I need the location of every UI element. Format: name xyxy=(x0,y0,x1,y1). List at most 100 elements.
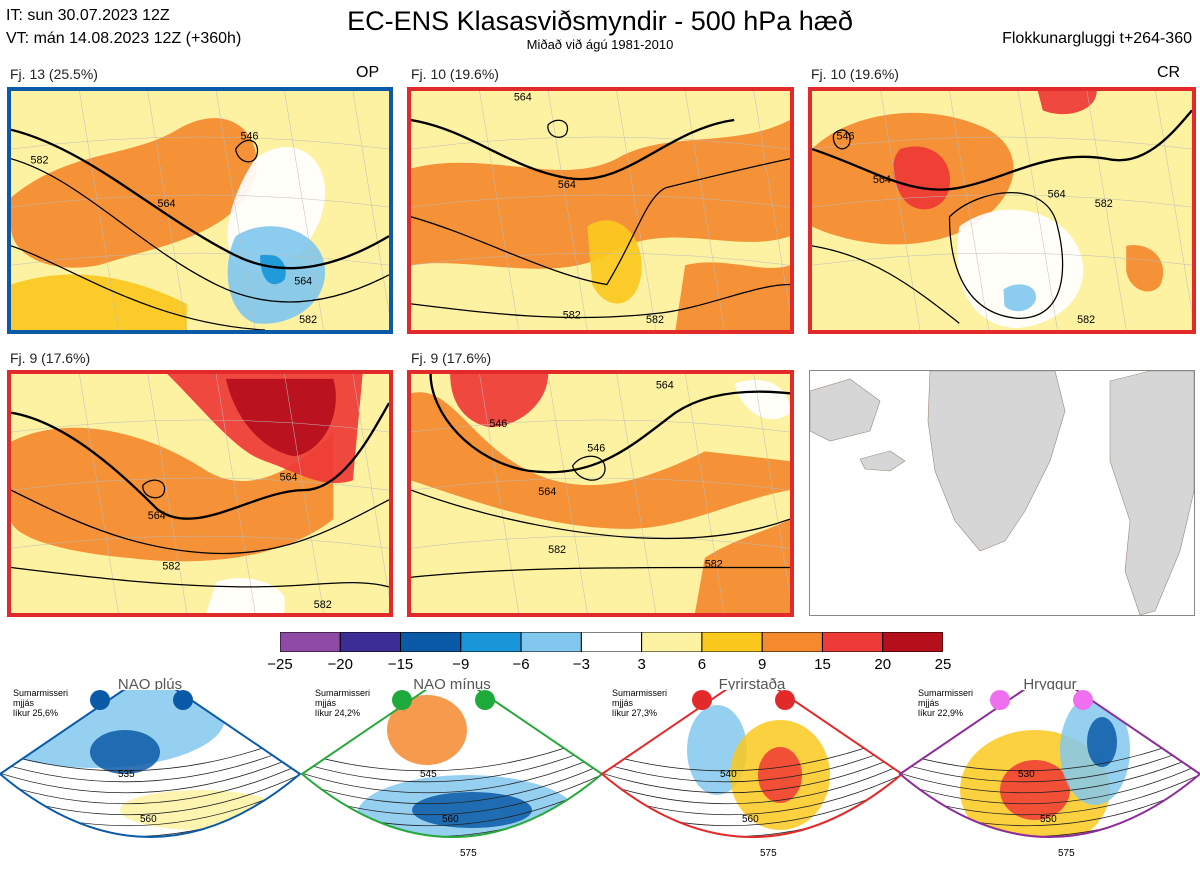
graticule-line xyxy=(753,91,790,314)
regime-field xyxy=(302,672,602,837)
regime-marker xyxy=(692,690,712,710)
contour-label: 582 xyxy=(646,314,664,326)
height-contour xyxy=(11,158,389,303)
graticule-line xyxy=(949,91,989,330)
regime-marker xyxy=(475,690,495,710)
colorbar xyxy=(279,631,944,653)
regime-anomaly xyxy=(412,792,532,828)
graticule-line xyxy=(812,136,1192,150)
canada-land xyxy=(810,378,881,442)
contour-label: 582 xyxy=(1095,198,1113,210)
contour-label: 582 xyxy=(314,599,332,611)
colorbar-swatch xyxy=(520,631,582,653)
graticule-line xyxy=(812,194,1192,208)
initial-time: IT: sun 30.07.2023 12Z xyxy=(6,7,170,24)
regime-1-info: Sumarmisseri mjjás líkur 25,6% xyxy=(13,688,69,718)
regime-contour-label: 575 xyxy=(1058,848,1075,859)
graticule-line xyxy=(11,194,389,208)
contour-label: 582 xyxy=(162,560,180,572)
regime-anomaly xyxy=(387,695,467,765)
regime-contour-label: 545 xyxy=(420,769,437,780)
graticule-line xyxy=(1017,91,1058,330)
anomaly-region xyxy=(1037,91,1097,115)
height-contour xyxy=(11,245,265,330)
anomaly-region xyxy=(957,209,1084,329)
regime-frame xyxy=(0,670,302,838)
graticule-line xyxy=(11,535,389,549)
regime-contour-label: 560 xyxy=(140,814,157,825)
regime-contour-label: 540 xyxy=(720,769,737,780)
colorbar-swatch xyxy=(761,631,823,653)
graticule-line xyxy=(147,91,188,330)
graticule-line xyxy=(79,374,119,613)
graticule-line xyxy=(411,419,790,433)
anomaly-region xyxy=(695,519,790,613)
anomaly-region xyxy=(11,427,334,562)
regime-marker xyxy=(90,690,110,710)
classification-window: Flokkunargluggi t+264-360 xyxy=(1002,30,1192,47)
contour-label: 582 xyxy=(705,559,723,571)
colorbar-tick-label: −25 xyxy=(267,656,293,673)
colorbar-tick-label: −9 xyxy=(452,656,470,673)
regime-contour-label: 535 xyxy=(118,769,135,780)
cluster-map-3: 546 564 564 582 582 xyxy=(808,87,1196,334)
anomaly-region xyxy=(11,274,187,330)
regime-contour xyxy=(900,749,1200,794)
graticule-line xyxy=(147,374,188,613)
graticule-line xyxy=(1155,91,1192,314)
regime-frame xyxy=(600,670,904,838)
regime-2-info: Sumarmisseri mjjás líkur 24,2% xyxy=(315,688,371,718)
panel-field: 546 564 582 564 582 xyxy=(11,91,389,330)
valid-time: VT: mán 14.08.2023 12Z (+360h) xyxy=(6,30,242,47)
anomaly-region xyxy=(587,220,642,304)
cluster-map-2: 564 564 582 582 xyxy=(407,87,794,334)
colorbar-tick-label: 20 xyxy=(874,656,892,673)
graticule-line xyxy=(411,136,790,150)
colorbar-tick-label: 9 xyxy=(758,656,767,673)
panel-1-tag: OP xyxy=(356,64,380,81)
anomaly-region xyxy=(225,378,336,457)
height-contour xyxy=(411,118,735,181)
colorbar-swatch xyxy=(460,631,522,653)
contour-label: 564 xyxy=(558,179,576,191)
height-contour xyxy=(812,245,960,324)
regime-contour xyxy=(900,759,1200,805)
panel-field: 564 564 582 582 xyxy=(11,374,389,613)
contour-label: 564 xyxy=(514,92,532,104)
regime-contour xyxy=(900,739,1200,783)
height-contour xyxy=(411,566,790,578)
graticule-line xyxy=(753,374,790,597)
regime-contour xyxy=(0,749,300,794)
greenland-land xyxy=(927,371,1066,552)
regime-contour xyxy=(302,749,602,794)
colorbar-swatch xyxy=(641,631,703,653)
regime-contour-label: 530 xyxy=(1018,769,1035,780)
anomaly-region xyxy=(1126,245,1164,292)
graticule-line xyxy=(284,91,324,330)
panel-4-label: Fj. 9 (17.6%) xyxy=(10,350,91,366)
regime-contour xyxy=(302,739,602,783)
cluster-map-1: 546 564 582 564 582 xyxy=(7,87,393,334)
regime-maps: 535 560 545 560 575 540 560 575 530 550 575 xyxy=(0,670,1200,871)
graticule-line xyxy=(11,477,389,491)
regime-field xyxy=(0,672,300,837)
height-contour xyxy=(411,489,790,540)
colorbar-swatch xyxy=(821,631,884,653)
colorbar-tick-label: −15 xyxy=(387,656,414,673)
regime-marker xyxy=(1073,690,1093,710)
regime-frame xyxy=(898,670,1200,838)
graticule-line xyxy=(411,194,790,208)
regime-3-name: Fyrirstaða xyxy=(718,676,786,693)
regime-marker xyxy=(990,690,1010,710)
colorbar-swatch xyxy=(279,631,341,653)
graticule-line xyxy=(11,419,389,433)
height-contour xyxy=(142,479,166,499)
contour-label: 564 xyxy=(158,198,176,210)
height-contour xyxy=(11,566,389,588)
panel-3-tag: CR xyxy=(1157,64,1181,81)
colorbar-swatch xyxy=(882,631,944,653)
graticule-line xyxy=(411,535,790,549)
graticule-line xyxy=(479,91,519,330)
iceland-land xyxy=(859,450,906,472)
colorbar-tick-label: 25 xyxy=(934,656,952,673)
